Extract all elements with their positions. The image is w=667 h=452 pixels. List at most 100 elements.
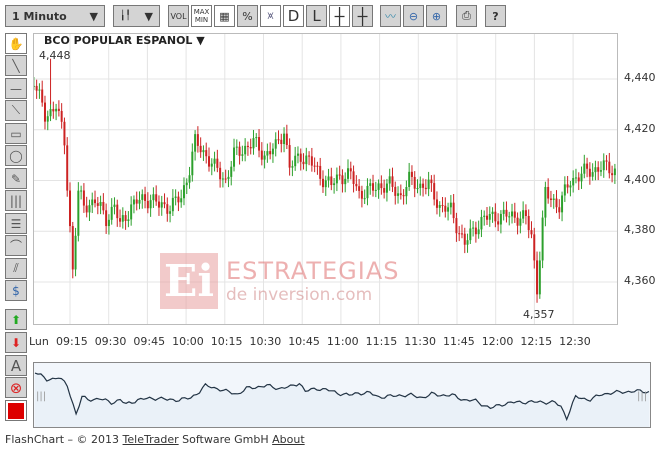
pencil-icon[interactable]: ✎ [5,168,27,189]
arrow-down-icon[interactable]: ⬇ [5,332,27,353]
area-chart-icon[interactable]: ⩙ [260,5,281,27]
candle-body [277,139,280,141]
crosshair-icon[interactable]: ┼ [329,5,350,27]
candle-body [602,160,605,171]
candle-body [383,188,386,193]
navigator-line: ||| ||| [34,372,650,427]
hand-icon[interactable]: ✋ [5,33,27,54]
candle-body [138,199,141,204]
candle-body [444,205,447,212]
candle-body [202,150,205,153]
candle-body [541,217,544,261]
candle-body [435,199,438,208]
line-tool-icon[interactable]: ╲ [5,55,27,76]
candle-body [594,167,597,173]
candle-body [119,218,122,222]
candle-body [441,205,444,207]
zoom-in-icon[interactable]: ⊕ [426,5,447,27]
candle-body [210,163,213,167]
percent-button[interactable]: % [237,5,258,27]
price-chart[interactable]: 4,448 4,357 [32,33,618,325]
candle-body [369,183,372,186]
candle-body [230,166,233,177]
candle-body [613,168,616,176]
candle-body [244,145,247,155]
candle-body [544,186,547,218]
candle-body [388,176,391,184]
candle-body [63,121,66,146]
circle-icon[interactable]: ◯ [5,145,27,166]
candle-body [466,240,469,245]
candle-body [185,182,188,186]
grid-icon[interactable]: ▦ [214,5,235,27]
candle-body [171,197,174,212]
candle-body [205,150,208,157]
zoom-out-icon[interactable]: ⊖ [403,5,424,27]
candle-body [141,194,144,200]
candle-body [194,134,197,152]
instrument-title[interactable]: BCO POPULAR ESPANOL ▼ [44,34,205,47]
text-tool-icon[interactable]: A [5,355,27,376]
help-button[interactable]: ? [485,5,506,27]
dollar-lines-icon[interactable]: $ [5,280,27,301]
candle-body [455,218,458,234]
add-indicator-icon[interactable]: 〰 [380,5,401,27]
low-label: 4,357 [523,308,555,321]
print-icon[interactable]: ⎙ [456,5,477,27]
candle-body [405,187,408,197]
candle-body [313,165,316,167]
fibonacci-time-icon[interactable]: ||| [5,190,27,211]
candle-body [538,260,541,295]
daily-button[interactable]: D [283,5,304,27]
candle-body [494,211,497,222]
candle-body [74,235,77,270]
navigator-left-handle[interactable]: ||| [36,391,46,402]
candle-body [499,213,502,225]
arc-icon[interactable]: ⌒ [5,235,27,256]
rectangle-icon[interactable]: ▭ [5,123,27,144]
navigator-overview[interactable]: ||| ||| [33,362,651,428]
chevron-down-icon: ▼ [144,9,153,23]
linear-button[interactable]: L [306,5,327,27]
delete-icon[interactable]: ⊗ [5,377,27,398]
fibonacci-retracement-icon[interactable]: ☰ [5,213,27,234]
candle-body [385,183,388,193]
crosshair-label-icon[interactable]: ┼ [352,5,373,27]
candle-body [52,108,55,112]
about-link[interactable]: About [272,433,305,446]
candle-body [182,185,185,199]
candlestick-plot: 4,448 4,357 [32,34,617,324]
parallel-lines-icon[interactable]: ⫽ [5,258,27,279]
candle-body [377,183,380,190]
candle-body [363,198,366,200]
candle-body [519,218,522,226]
candle-body [280,139,283,145]
candle-body [310,156,313,166]
max-min-button[interactable]: MAX MIN [191,5,212,27]
horizontal-line-icon[interactable]: — [5,78,27,99]
teletrader-link[interactable]: TeleTrader [122,433,179,446]
volume-button[interactable]: VOL [168,5,189,27]
x-tick-label: 10:00 [172,335,204,348]
candle-body [80,190,83,192]
candle-body [160,202,163,208]
candle-body [511,211,514,217]
channel-tool-icon[interactable]: ⟍ [5,100,27,121]
navigator-area [35,373,649,427]
candle-body [319,165,322,179]
candle-body [355,183,358,187]
interval-dropdown[interactable]: 1 Minuto ▼ [5,5,105,27]
candle-body [372,183,375,191]
candle-body [77,190,80,236]
arrow-up-icon[interactable]: ⬆ [5,309,27,330]
color-picker[interactable] [5,400,27,421]
candle-body [219,167,222,180]
candle-body [305,155,308,165]
x-tick-label: 10:30 [249,335,282,348]
chart-type-dropdown[interactable]: ╽╿ ▼ [113,5,160,27]
navigator-right-handle[interactable]: ||| [637,391,647,402]
candle-body [46,116,49,122]
x-tick-label: 09:45 [133,335,166,348]
candle-body [308,155,311,157]
candle-body [91,199,94,206]
